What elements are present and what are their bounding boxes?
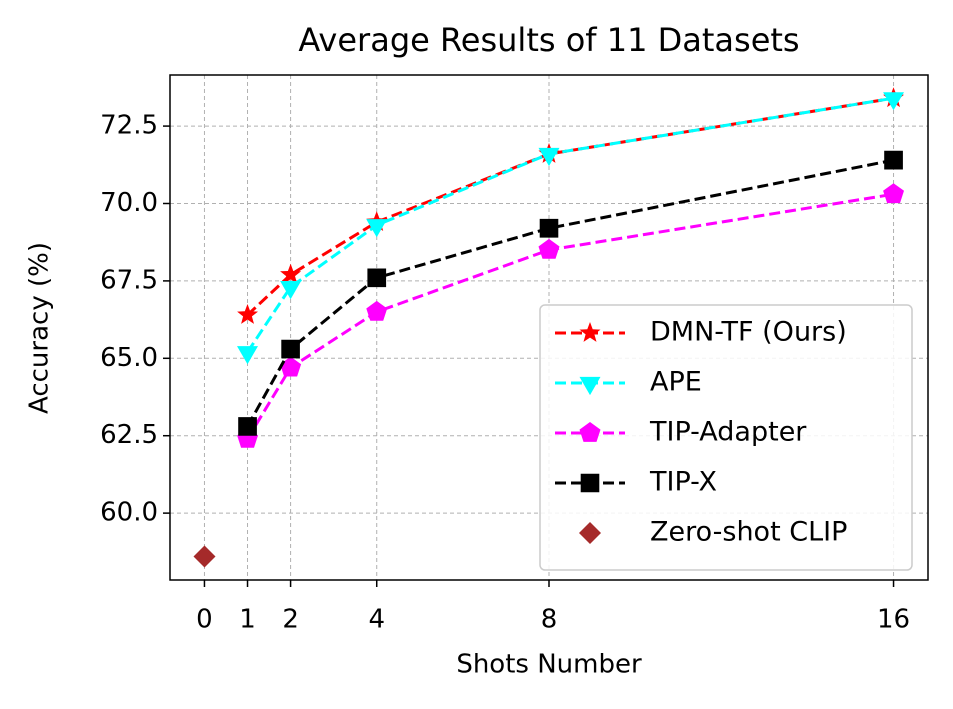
- legend-marker: [580, 473, 600, 493]
- y-tick-label: 65.0: [100, 343, 158, 373]
- x-tick-label: 16: [877, 605, 910, 635]
- legend-marker: [579, 422, 601, 442]
- legend-marker: [579, 376, 601, 396]
- y-tick-label: 60.0: [100, 498, 158, 528]
- legend-label: Zero-shot CLIP: [650, 517, 847, 548]
- data-point: [280, 263, 302, 284]
- chart-title: Average Results of 11 Datasets: [298, 21, 799, 59]
- x-tick-label: 4: [368, 605, 385, 635]
- data-point: [883, 183, 904, 204]
- y-tick-label: 67.5: [100, 265, 158, 295]
- legend-label: APE: [650, 367, 702, 398]
- x-axis-label: Shots Number: [456, 650, 642, 680]
- x-tick-label: 8: [541, 605, 558, 635]
- data-point: [237, 346, 258, 365]
- data-point: [193, 545, 216, 568]
- y-tick-label: 62.5: [100, 420, 158, 450]
- data-point: [280, 356, 302, 377]
- data-point: [538, 147, 560, 167]
- legend-marker: [579, 522, 601, 544]
- data-point: [280, 281, 302, 300]
- data-point: [366, 219, 388, 238]
- x-tick-label: 0: [196, 605, 213, 635]
- series-line: [246, 96, 894, 317]
- y-tick-label: 70.0: [100, 188, 158, 218]
- data-point: [539, 218, 559, 238]
- y-axis-label: Accuracy (%): [25, 242, 55, 414]
- legend-marker: [579, 322, 601, 342]
- data-point: [281, 339, 300, 359]
- legend-label: DMN-TF (Ours): [650, 317, 847, 348]
- x-tick-label: 1: [239, 605, 256, 635]
- y-tick-label: 72.5: [100, 111, 158, 141]
- data-point: [367, 268, 387, 288]
- legend-label: TIP-X: [649, 467, 717, 498]
- data-point: [884, 150, 903, 170]
- data-point: [237, 304, 258, 324]
- legend-label: TIP-Adapter: [649, 417, 807, 448]
- x-tick-label: 2: [282, 605, 299, 635]
- data-point: [238, 417, 257, 436]
- plot-frame: [169, 74, 929, 581]
- data-point: [366, 300, 388, 321]
- data-point: [538, 238, 560, 259]
- legend-box: [539, 304, 913, 571]
- data-point: [883, 92, 904, 111]
